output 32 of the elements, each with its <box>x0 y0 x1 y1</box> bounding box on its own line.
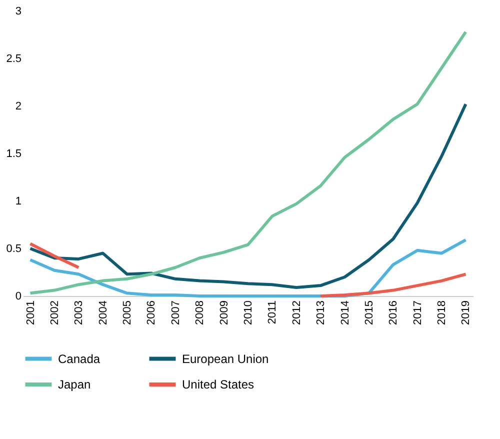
y-tick-label: 0.5 <box>6 243 22 255</box>
x-tick-label: 2004 <box>97 300 110 325</box>
x-tick-label: 2018 <box>436 300 448 325</box>
y-tick-label: 3 <box>15 6 22 18</box>
y-tick-label: 0 <box>15 290 22 302</box>
y-tick-label: 2.5 <box>6 53 22 65</box>
legend-label: European Union <box>182 352 269 366</box>
line-series <box>28 102 468 289</box>
x-tick-label: 2010 <box>242 300 254 325</box>
x-tick-label: 2002 <box>48 300 61 325</box>
x-tick-label: 2012 <box>290 300 303 325</box>
x-tick-label: 2001 <box>24 300 37 325</box>
x-tick-label: 2013 <box>315 300 328 325</box>
x-tick-label: 2006 <box>146 300 158 325</box>
legend-label: United States <box>182 378 254 392</box>
x-tick-label: 2007 <box>170 300 182 325</box>
x-tick-label: 2011 <box>266 300 279 324</box>
x-tick-label: 2009 <box>218 300 230 325</box>
y-tick-label: 1.5 <box>6 148 22 160</box>
y-tick-label: 1 <box>15 196 22 208</box>
x-tick-label: 2016 <box>388 300 400 325</box>
legend-label: Japan <box>58 378 91 392</box>
x-tick-label: 2008 <box>194 300 206 325</box>
x-tick-label: 2014 <box>339 300 352 325</box>
x-tick-label: 2015 <box>363 300 376 325</box>
legend-label: Canada <box>58 352 100 366</box>
x-tick-label: 2005 <box>122 300 134 325</box>
x-tick-label: 2017 <box>412 300 424 325</box>
x-tick-label: 2003 <box>73 300 86 325</box>
line-series <box>28 30 468 295</box>
x-tick-label: 2019 <box>460 300 472 325</box>
y-tick-label: 2 <box>15 100 22 112</box>
